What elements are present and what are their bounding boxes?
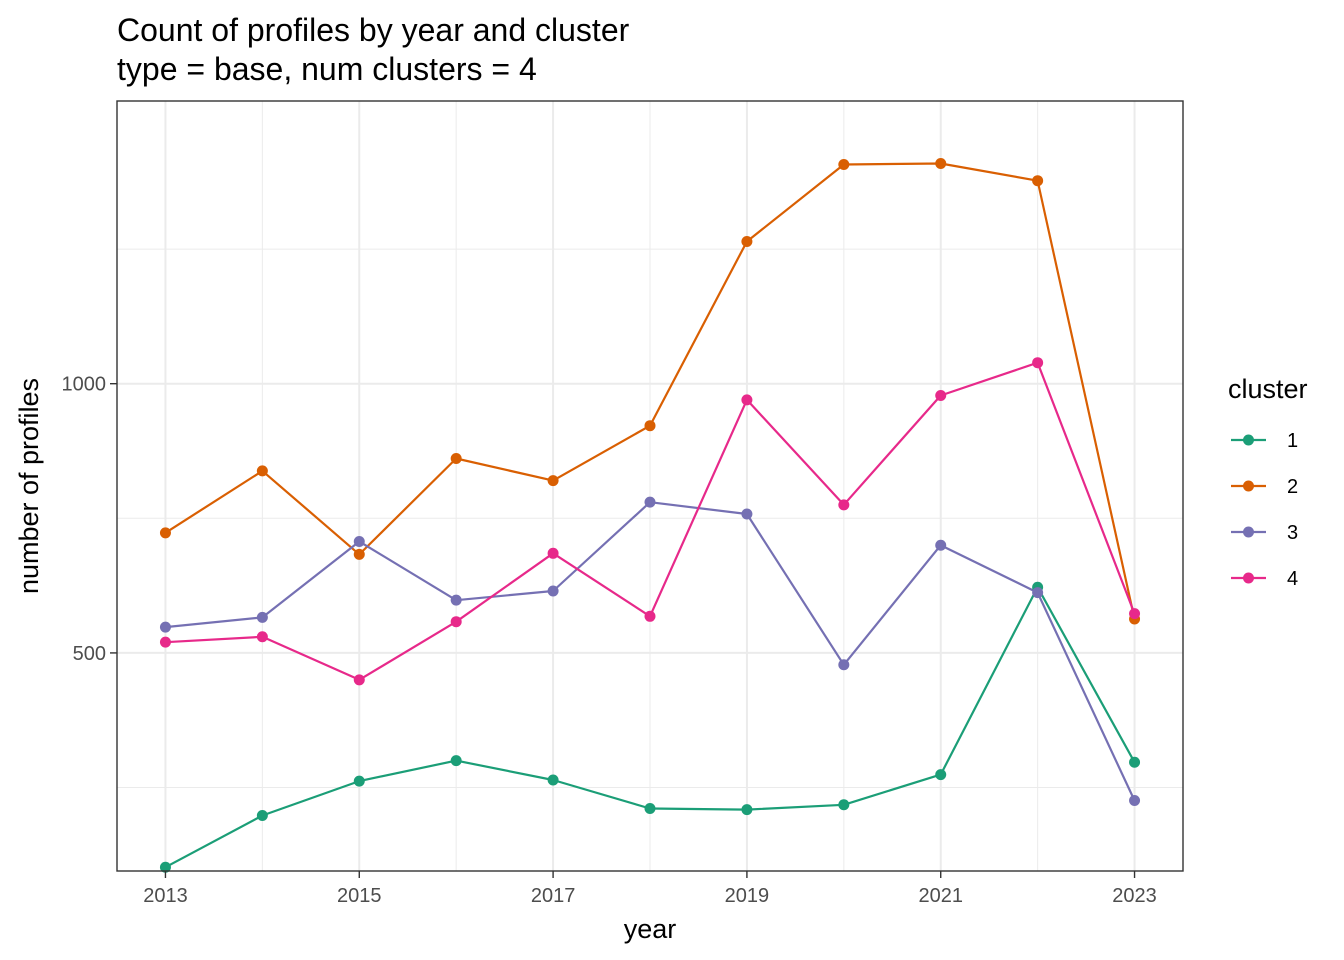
series-3-point: [935, 539, 947, 551]
legend: cluster 1 2 3 4: [1228, 374, 1308, 590]
y-tick-label: 1000: [62, 374, 107, 396]
series-1-point: [256, 810, 268, 822]
series-3-point: [353, 535, 365, 547]
series-3-point: [450, 594, 462, 606]
legend-key-1-point: [1243, 434, 1254, 446]
series-2-point: [547, 475, 559, 487]
x-tick-label: 2023: [1112, 885, 1157, 907]
legend-label-2: 2: [1287, 476, 1298, 498]
series-2-point: [450, 453, 462, 465]
x-tick-label: 2017: [531, 885, 576, 907]
x-axis: 2013 2015 2017 2019 2021 2023: [143, 871, 1157, 907]
legend-label-3: 3: [1287, 522, 1298, 544]
x-tick-label: 2021: [918, 885, 963, 907]
series-2-point: [1032, 175, 1044, 187]
legend-key-3-point: [1243, 526, 1254, 538]
x-tick-label: 2015: [337, 885, 382, 907]
series-4-point: [741, 394, 753, 406]
series-3-point: [256, 611, 268, 623]
series-points: [159, 157, 1141, 873]
series-2-point: [935, 157, 947, 169]
plot-border: [116, 100, 1184, 872]
series-2-point: [256, 465, 268, 477]
legend-key-2-point: [1243, 480, 1254, 492]
series-2-point: [644, 420, 656, 432]
series-1-point: [547, 774, 559, 786]
series-1-point: [1129, 756, 1141, 768]
series-1-point: [935, 769, 947, 781]
chart-title: Count of profiles by year and cluster: [117, 12, 630, 48]
series-3-point: [547, 585, 559, 597]
legend-label-4: 4: [1287, 568, 1298, 590]
plot-panel: [116, 100, 1184, 873]
series-2-point: [159, 527, 171, 539]
series-2-point: [353, 548, 365, 560]
series-1-point: [644, 803, 656, 815]
series-1-point: [838, 799, 850, 811]
series-3-point: [838, 659, 850, 671]
series-2-point: [838, 159, 850, 171]
series-4-point: [547, 547, 559, 559]
y-tick-label: 500: [73, 643, 106, 665]
series-4-point: [353, 674, 365, 686]
series-3-point: [1032, 587, 1044, 599]
series-3-point: [741, 508, 753, 520]
series-2-point: [741, 236, 753, 248]
series-4-point: [1032, 357, 1044, 369]
series-4-point: [159, 636, 171, 648]
y-axis: 500 1000: [62, 374, 117, 665]
series-4-point: [935, 390, 947, 402]
x-tick-label: 2019: [725, 885, 770, 907]
series-3-point: [1129, 794, 1141, 806]
series-4-point: [1129, 608, 1141, 620]
series-4-point: [644, 610, 656, 622]
legend-title: cluster: [1228, 374, 1308, 404]
series-4-point: [838, 499, 850, 511]
series-1-point: [741, 804, 753, 816]
legend-key-4-point: [1243, 572, 1254, 584]
y-axis-title: number of profiles: [14, 378, 44, 594]
series-1-point: [450, 755, 462, 767]
legend-label-1: 1: [1287, 430, 1298, 452]
series-1-point: [353, 775, 365, 787]
x-axis-title: year: [624, 914, 677, 944]
series-4-point: [450, 616, 462, 628]
grid-minor: [117, 101, 1183, 871]
series-3-point: [644, 496, 656, 508]
x-tick-label: 2013: [143, 885, 188, 907]
series-3-point: [159, 621, 171, 633]
series-1-point: [159, 861, 171, 873]
series-4-point: [256, 631, 268, 643]
chart-subtitle: type = base, num clusters = 4: [117, 51, 537, 87]
